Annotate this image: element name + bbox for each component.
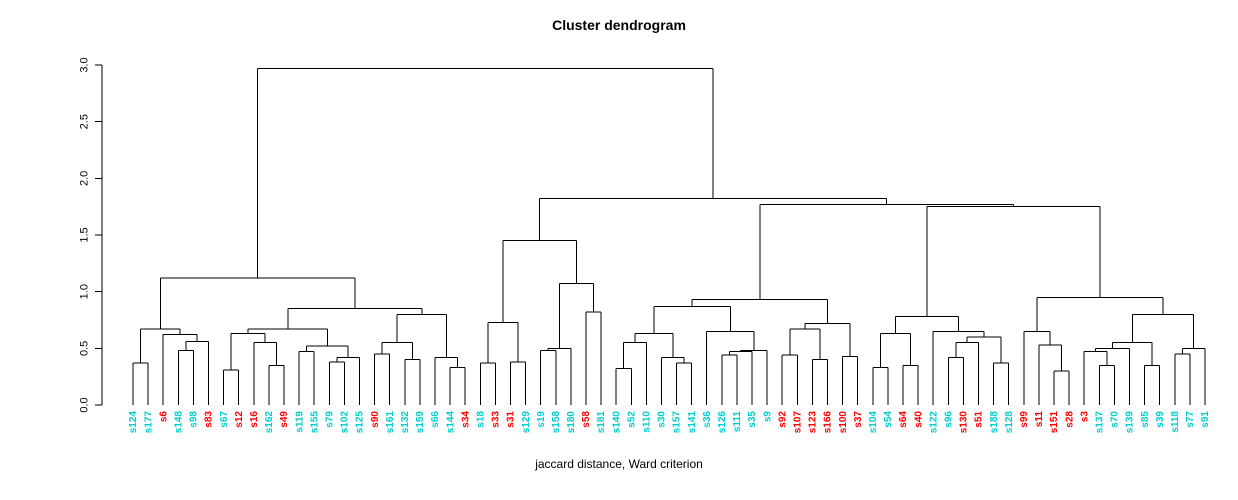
leaf-label: s66	[430, 411, 441, 428]
leaf-label: s33	[491, 411, 502, 428]
leaf-label: s91	[1200, 411, 1211, 428]
leaf-label: s90	[370, 411, 381, 428]
y-axis-tick-label: 3.0	[79, 57, 91, 72]
leaf-label: s52	[626, 411, 637, 428]
leaf-label: s161	[385, 411, 396, 434]
leaf-label: s188	[989, 411, 1000, 434]
y-axis-tick-label: 0.5	[79, 341, 91, 356]
leaf-label: s104	[868, 411, 879, 434]
leaf-label: s85	[1140, 411, 1151, 428]
leaf-label: s151	[1049, 411, 1060, 434]
y-axis	[95, 64, 103, 406]
leaf-label: s18	[475, 411, 486, 428]
leaf-label: s137	[1095, 411, 1106, 434]
leaf-label: s37	[853, 411, 864, 428]
y-axis-tick-label: 0.0	[79, 397, 91, 412]
leaf-label: s123	[808, 411, 819, 434]
leaf-label: s30	[657, 411, 668, 428]
leaf-label: s124	[128, 411, 139, 434]
leaf-label: s6	[158, 411, 169, 423]
leaf-label: s148	[173, 411, 184, 434]
leaf-label: s31	[506, 411, 517, 428]
leaf-label: s92	[777, 411, 788, 428]
leaf-label: s96	[944, 411, 955, 428]
leaf-label: s98	[189, 411, 200, 428]
leaf-label: s119	[294, 411, 305, 433]
y-axis-tick-label: 1.0	[79, 284, 91, 299]
leaf-label: s35	[747, 411, 758, 428]
leaf-label: s166	[823, 411, 834, 434]
leaf-label: s107	[793, 411, 804, 434]
leaf-label: s128	[1004, 411, 1015, 434]
leaf-label: s99	[1019, 411, 1030, 428]
leaf-label: s12	[234, 411, 245, 428]
leaf-label: s79	[324, 411, 335, 428]
leaf-label: s129	[521, 411, 532, 434]
y-axis-tick-label: 1.5	[79, 227, 91, 242]
leaf-label: s144	[445, 411, 456, 434]
leaf-label: s126	[717, 411, 728, 434]
leaf-label: s3	[1079, 411, 1090, 423]
leaf-label: s125	[355, 411, 366, 434]
leaf-label: s132	[400, 411, 411, 434]
leaf-label: s19	[536, 411, 547, 428]
leaf-label: s110	[642, 411, 653, 433]
leaf-label: s102	[340, 411, 351, 434]
leaf-label: s11	[1034, 411, 1045, 428]
leaf-label: s83	[204, 411, 215, 428]
leaf-label: s28	[1064, 411, 1075, 428]
leaf-label: s140	[611, 411, 622, 434]
leaf-label: s58	[581, 411, 592, 428]
y-axis-tick-label: 2.0	[79, 171, 91, 186]
leaf-label: s36	[702, 411, 713, 428]
leaf-label: s49	[279, 411, 290, 428]
leaf-label: s122	[928, 411, 939, 434]
leaf-label: s67	[219, 411, 230, 428]
leaf-label: s100	[838, 411, 849, 434]
leaf-label: s70	[1110, 411, 1121, 428]
leaf-label: s64	[898, 411, 909, 428]
x-axis-caption: jaccard distance, Ward criterion	[535, 457, 703, 471]
dendrogram-links	[132, 67, 1206, 405]
leaf-label: s9	[762, 411, 773, 423]
leaf-label: s155	[309, 411, 320, 434]
y-axis-tick-label: 2.5	[79, 114, 91, 129]
leaf-label: s118	[1170, 411, 1181, 433]
leaf-label: s141	[687, 411, 698, 434]
leaf-label: s111	[732, 411, 743, 433]
leaf-label: s157	[672, 411, 683, 434]
leaf-label: s177	[143, 411, 154, 434]
leaf-label: s54	[883, 411, 894, 428]
leaf-label: s158	[551, 411, 562, 434]
leaf-label: s139	[1125, 411, 1136, 434]
leaf-label: s16	[249, 411, 260, 428]
leaf-label: s51	[974, 411, 985, 428]
leaf-label: s159	[415, 411, 426, 434]
leaf-label: s130	[959, 411, 970, 434]
leaf-label: s40	[913, 411, 924, 428]
leaf-label: s77	[1185, 411, 1196, 428]
leaf-label: s39	[1155, 411, 1166, 428]
leaf-label: s34	[460, 411, 471, 428]
chart-title: Cluster dendrogram	[552, 17, 686, 33]
leaf-label: s180	[566, 411, 577, 434]
leaf-label: s181	[596, 411, 607, 434]
leaf-label: s162	[264, 411, 275, 434]
